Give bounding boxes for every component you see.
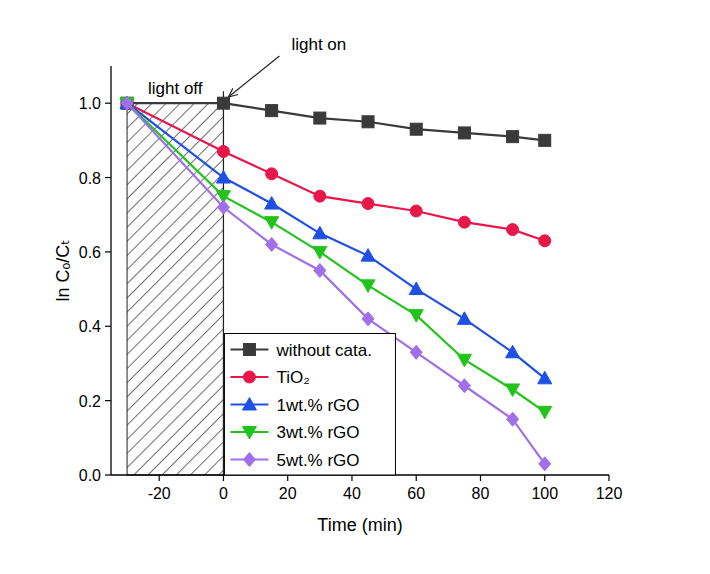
legend-label: 5wt.% rGO: [276, 451, 359, 470]
y-tick: [105, 177, 111, 178]
x-tick-label: 100: [531, 485, 558, 502]
x-tick-label: -20: [148, 485, 171, 502]
data-point: [457, 354, 471, 367]
data-point: [265, 197, 279, 210]
data-point: [362, 312, 374, 326]
y-tick-label: 0.8: [79, 170, 101, 187]
x-tick: [544, 475, 545, 481]
y-axis-label: ln Cₒ/Cₜ: [53, 239, 73, 301]
legend-marker: [243, 344, 255, 356]
x-tick: [223, 475, 224, 481]
data-point: [409, 310, 423, 323]
data-point: [506, 384, 520, 397]
data-point: [313, 246, 327, 259]
data-point: [266, 237, 278, 251]
x-tick: [416, 475, 417, 481]
annotation: light off: [148, 79, 203, 98]
series: [120, 96, 552, 384]
y-tick: [105, 474, 111, 475]
data-point: [361, 249, 375, 261]
data-point: [266, 168, 278, 180]
y-tick-label: 1.0: [79, 95, 101, 112]
legend-label: TiO₂: [276, 368, 309, 387]
y-tick-label: 0.0: [79, 467, 101, 484]
x-tick: [159, 475, 160, 481]
data-point: [121, 96, 133, 110]
annotation: light on: [291, 35, 346, 54]
data-point: [362, 116, 374, 128]
x-tick-label: 40: [343, 485, 361, 502]
series-line: [127, 103, 545, 464]
data-point: [539, 235, 551, 247]
data-point: [409, 282, 423, 295]
data-point: [314, 112, 326, 124]
legend-marker: [243, 371, 255, 383]
x-tick-label: 120: [596, 485, 623, 502]
legend-marker: [242, 427, 256, 440]
data-point: [410, 205, 422, 217]
x-tick-label: 0: [219, 485, 228, 502]
legend-marker: [243, 453, 255, 467]
y-axis: [110, 66, 111, 475]
x-tick-label: 20: [279, 485, 297, 502]
data-point: [458, 216, 470, 228]
x-tick: [287, 475, 288, 481]
data-point: [314, 264, 326, 278]
data-point: [217, 97, 229, 109]
data-point: [507, 412, 519, 426]
data-point: [217, 200, 229, 214]
series: [121, 97, 551, 146]
data-point: [539, 457, 551, 471]
data-point: [507, 224, 519, 236]
data-point: [457, 312, 471, 325]
data-point: [410, 345, 422, 359]
legend-label: 3wt.% rGO: [276, 423, 359, 442]
y-tick-label: 0.6: [79, 244, 101, 261]
data-point: [458, 127, 470, 139]
data-point: [506, 345, 520, 358]
x-tick: [480, 475, 481, 481]
y-tick-label: 0.2: [79, 393, 101, 410]
x-tick-label: 60: [407, 485, 425, 502]
data-point: [265, 217, 279, 230]
data-point: [507, 131, 519, 143]
legend-label: without cata.: [275, 341, 371, 360]
data-point: [217, 146, 229, 158]
x-tick: [351, 475, 352, 481]
data-point: [410, 123, 422, 135]
y-tick: [105, 103, 111, 104]
y-tick: [105, 326, 111, 327]
legend-label: 1wt.% rGO: [276, 396, 359, 415]
x-axis-label: Time (min): [317, 515, 402, 535]
x-tick: [608, 475, 609, 481]
y-tick: [105, 400, 111, 401]
data-point: [458, 379, 470, 393]
data-point: [314, 190, 326, 202]
legend: without cata. TiO₂ 1wt.% rGO 3wt.% rGO 5wt.%…: [224, 334, 395, 476]
data-point: [538, 371, 552, 384]
x-tick-label: 80: [472, 485, 490, 502]
y-tick-label: 0.4: [79, 318, 101, 335]
data-point: [538, 406, 552, 419]
light-off-region: [127, 103, 223, 475]
legend-marker: [242, 398, 256, 411]
series: [121, 97, 551, 247]
data-point: [539, 134, 551, 146]
legend-box: [224, 334, 395, 476]
data-point: [216, 171, 230, 184]
data-point: [266, 105, 278, 117]
y-tick: [105, 251, 111, 252]
chart: light off light on -20 0 20 40 60 80 100 120 0.0 0.…: [0, 0, 710, 574]
data-point: [361, 280, 375, 293]
data-point: [362, 198, 374, 210]
arrow: [228, 56, 279, 97]
data-point: [313, 226, 327, 239]
